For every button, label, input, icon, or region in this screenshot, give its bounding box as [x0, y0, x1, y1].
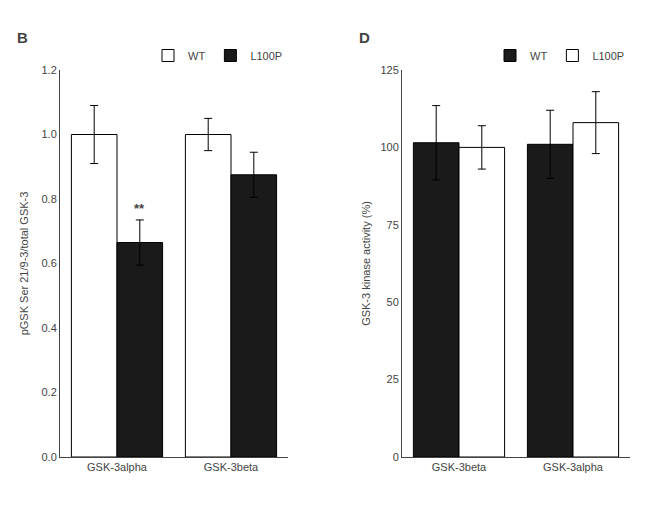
svg-text:1.0: 1.0: [42, 128, 57, 140]
svg-text:WT: WT: [188, 50, 205, 62]
svg-text:B: B: [17, 29, 28, 46]
svg-text:25: 25: [387, 373, 399, 385]
svg-text:**: **: [134, 201, 145, 216]
svg-text:GSK-3 kinase activity (%): GSK-3 kinase activity (%): [360, 201, 372, 326]
svg-text:50: 50: [387, 296, 399, 308]
svg-text:GSK-3beta: GSK-3beta: [204, 461, 259, 473]
svg-text:75: 75: [387, 219, 399, 231]
svg-text:GSK-3alpha: GSK-3alpha: [543, 461, 604, 473]
svg-text:0.8: 0.8: [42, 193, 57, 205]
svg-text:0.2: 0.2: [42, 386, 57, 398]
svg-text:0.6: 0.6: [42, 257, 57, 269]
svg-text:125: 125: [380, 64, 398, 76]
svg-text:GSK-3beta: GSK-3beta: [432, 461, 487, 473]
svg-text:WT: WT: [530, 50, 547, 62]
svg-text:pGSK Ser 21/9-3/total GSK-3: pGSK Ser 21/9-3/total GSK-3: [18, 192, 30, 336]
svg-text:1.2: 1.2: [42, 64, 57, 76]
svg-text:D: D: [359, 29, 370, 46]
svg-text:0.4: 0.4: [42, 322, 57, 334]
svg-text:0: 0: [393, 451, 399, 463]
svg-text:100: 100: [380, 141, 398, 153]
svg-text:L100P: L100P: [250, 50, 282, 62]
svg-text:GSK-3alpha: GSK-3alpha: [87, 461, 148, 473]
svg-text:L100P: L100P: [592, 50, 624, 62]
svg-text:0.0: 0.0: [42, 451, 57, 463]
